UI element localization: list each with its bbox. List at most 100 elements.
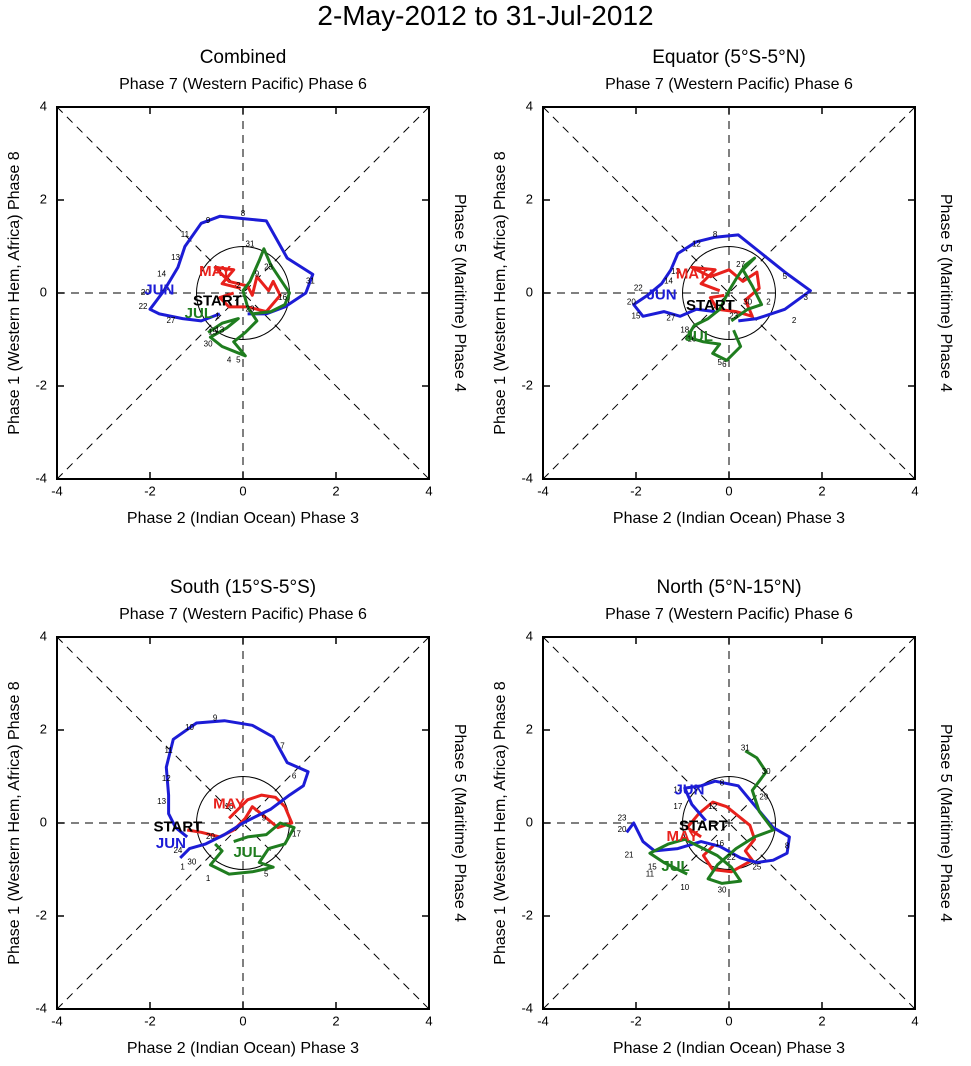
day-label: 13	[171, 253, 180, 262]
day-label: 22	[139, 302, 148, 311]
phase-diagram-north: North (5°N-15°N) Phase 7 (Western Pacific…	[492, 577, 954, 1057]
y-tick-label: 4	[40, 98, 47, 113]
x-tick-label: 4	[911, 1013, 918, 1028]
day-label: 11	[646, 869, 655, 878]
left-axis-label: Phase 1 (Western Hem, Africa) Phase 8	[492, 151, 509, 434]
right-axis-label: Phase 5 (Maritime) Phase 4	[937, 724, 954, 922]
day-label: 21	[625, 851, 634, 860]
phase-diagram-south: South (15°S-5°S) Phase 7 (Western Pacific…	[6, 577, 468, 1057]
day-label: 14	[157, 270, 166, 279]
day-label: 24	[173, 846, 182, 855]
phase-diagram-equator: Equator (5°S-5°N) Phase 7 (Western Pacifi…	[492, 47, 954, 527]
day-label: 8	[785, 841, 790, 850]
day-label: 2	[792, 316, 797, 325]
trajectory-jul	[208, 821, 296, 876]
diagonal-line	[56, 636, 430, 1010]
panel-south: South (15°S-5°S) Phase 7 (Western Pacific…	[0, 570, 486, 1061]
day-label: 27	[736, 260, 745, 269]
day-label: 20	[627, 297, 636, 306]
day-label: 12	[692, 239, 701, 248]
month-label-jul: JUL	[685, 328, 713, 345]
x-tick-label: -4	[537, 1013, 549, 1028]
x-tick-label: 0	[239, 1013, 246, 1028]
y-tick-label: 0	[40, 284, 47, 299]
day-label: 22	[634, 283, 643, 292]
trajectory-jul	[685, 256, 764, 362]
day-label: 16	[225, 802, 234, 811]
day-label: 20	[206, 832, 215, 841]
day-label: 5	[236, 356, 241, 365]
day-label: 14	[673, 786, 682, 795]
day-label: 16	[159, 283, 168, 292]
day-label: 5	[264, 869, 269, 878]
day-label: 18	[680, 325, 689, 334]
y-tick-label: -2	[35, 907, 47, 922]
day-label: 30	[204, 339, 213, 348]
day-label: 10	[185, 723, 194, 732]
y-tick-label: -4	[521, 470, 533, 485]
day-label: 22	[727, 853, 736, 862]
day-label: 11	[181, 230, 190, 239]
day-label: 4	[227, 356, 232, 365]
day-label: 1	[180, 862, 185, 871]
day-label: 30	[762, 767, 771, 776]
trajectory-jun	[625, 779, 791, 864]
y-tick-label: -4	[35, 1000, 47, 1015]
trajectory-jun	[148, 214, 315, 323]
trajectory-jun	[164, 719, 310, 859]
day-label: 6	[722, 360, 727, 369]
amplitude-circle	[682, 776, 776, 870]
panel-title: South (15°S-5°S)	[170, 577, 316, 598]
y-tick-label: 4	[526, 628, 533, 643]
day-label: 2	[236, 281, 241, 290]
diagonal-line	[56, 636, 430, 1010]
day-label: 5	[717, 358, 722, 367]
top-axis-label: Phase 7 (Western Pacific) Phase 6	[605, 76, 853, 93]
day-label: 30	[718, 886, 727, 895]
diagonal-line	[56, 106, 430, 480]
right-axis-label: Phase 5 (Maritime) Phase 4	[937, 194, 954, 392]
day-label: 9	[213, 713, 218, 722]
y-tick-label: -2	[521, 377, 533, 392]
y-tick-label: 0	[526, 814, 533, 829]
diagonal-line	[542, 106, 916, 480]
day-label: 6	[292, 772, 297, 781]
day-label: 8	[713, 230, 718, 239]
day-label: 3	[803, 293, 808, 302]
day-label: 31	[741, 744, 750, 753]
x-tick-label: 4	[425, 483, 432, 498]
x-tick-label: 0	[725, 1013, 732, 1028]
month-label-jun: JUN	[144, 282, 174, 299]
x-tick-label: 2	[818, 1013, 825, 1028]
x-tick-label: 2	[818, 483, 825, 498]
y-tick-label: 0	[526, 284, 533, 299]
day-label: 13	[215, 325, 224, 334]
day-label: 30	[743, 297, 752, 306]
start-label: START	[153, 819, 202, 836]
start-label: START	[686, 297, 735, 314]
month-label-may: MAY	[676, 265, 708, 282]
x-tick-label: -2	[630, 1013, 642, 1028]
month-label-may: MAY	[213, 795, 245, 812]
left-axis-label: Phase 1 (Western Hem, Africa) Phase 8	[6, 681, 23, 964]
right-axis-label: Phase 5 (Maritime) Phase 4	[451, 194, 468, 392]
day-label: 23	[729, 311, 738, 320]
left-axis-label: Phase 1 (Western Hem, Africa) Phase 8	[6, 151, 23, 434]
top-axis-label: Phase 7 (Western Pacific) Phase 6	[605, 606, 853, 623]
day-label: 13	[157, 797, 166, 806]
day-label: 12	[162, 774, 171, 783]
day-label: 15	[632, 311, 641, 320]
day-label: 5	[783, 272, 788, 281]
day-label: 14	[664, 276, 673, 285]
x-tick-label: -2	[144, 483, 156, 498]
day-label: 15	[208, 328, 217, 337]
day-label: 20	[141, 288, 150, 297]
y-tick-label: 2	[40, 721, 47, 736]
day-label: 7	[280, 741, 285, 750]
day-label: 10	[680, 883, 689, 892]
day-label: 23	[264, 263, 273, 272]
panel-title: Equator (5°S-5°N)	[652, 47, 806, 68]
panel-north: North (5°N-15°N) Phase 7 (Western Pacific…	[486, 570, 971, 1061]
day-label: 27	[666, 314, 675, 323]
y-tick-label: 0	[40, 814, 47, 829]
